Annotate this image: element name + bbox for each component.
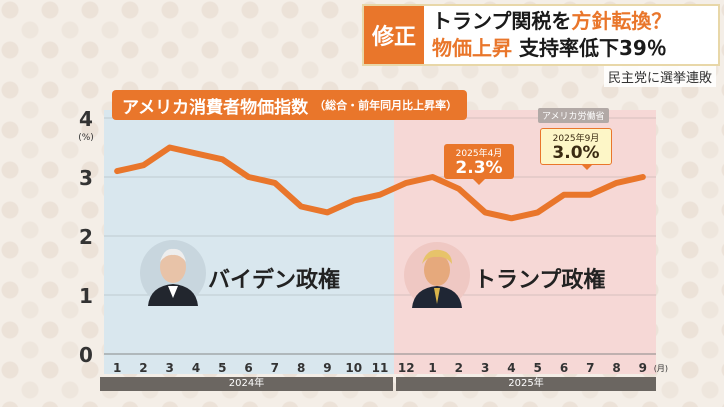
x-tick-label: 10 xyxy=(345,361,362,375)
callout-sep-2025: 2025年9月 3.0% xyxy=(540,128,612,170)
trump-portrait xyxy=(404,242,470,308)
biden-portrait xyxy=(140,240,206,306)
callout-sep-date: 2025年9月 xyxy=(552,134,600,144)
data-point xyxy=(351,198,357,204)
data-point xyxy=(140,162,146,168)
x-tick-label: 5 xyxy=(218,361,226,375)
biden-era-panel xyxy=(104,110,394,374)
callout-apr-value: 2.3% xyxy=(455,158,503,178)
chart-title: アメリカ消費者物価指数 xyxy=(122,97,309,118)
x-tick-label: 3 xyxy=(166,361,174,375)
x-tick-label: 3 xyxy=(481,361,489,375)
caption-line-1b: 方針転換？ xyxy=(571,9,672,33)
data-point xyxy=(640,174,646,180)
x-tick-label: 8 xyxy=(612,361,620,375)
data-point xyxy=(298,204,304,209)
x-tick-label: 5 xyxy=(534,361,542,375)
caption-line-2a: 物価上昇 xyxy=(432,36,512,60)
data-point xyxy=(614,180,620,186)
year-bar-2024: 2024年 xyxy=(100,377,393,391)
x-tick-label: 7 xyxy=(586,361,594,375)
x-tick-label: 1 xyxy=(428,361,436,375)
trump-era-panel xyxy=(394,110,656,374)
data-point xyxy=(219,156,225,162)
biden-era-label: バイデン政権 xyxy=(208,268,341,293)
data-point xyxy=(377,192,383,198)
caption-lines: トランプ関税を方針転換？ 物価上昇 支持率低下39％ xyxy=(424,6,718,64)
y-tick-label: 3 xyxy=(79,166,93,190)
caption-line-2b: 支持率低下39％ xyxy=(518,36,667,60)
x-tick-label: 9 xyxy=(323,361,331,375)
y-tick-label: 0 xyxy=(79,343,93,367)
chart-subtitle: （総合・前年同月比上昇率） xyxy=(314,99,458,112)
y-axis-unit: (%) xyxy=(78,133,94,143)
x-tick-label: 4 xyxy=(507,361,515,375)
x-tick-label: 11 xyxy=(372,361,389,375)
x-tick-label: 2 xyxy=(455,361,463,375)
x-axis-unit: (月) xyxy=(654,364,668,373)
data-point xyxy=(272,180,278,186)
data-point xyxy=(403,180,409,186)
data-point xyxy=(193,150,199,156)
x-tick-label: 6 xyxy=(244,361,252,375)
callout-apr-date: 2025年4月 xyxy=(455,149,503,159)
news-caption: 修正 トランプ関税を方針転換？ 物価上昇 支持率低下39％ xyxy=(362,4,720,66)
data-point xyxy=(114,168,120,174)
x-tick-label: 2 xyxy=(139,361,147,375)
callout-sep-value: 3.0% xyxy=(552,143,600,163)
data-point xyxy=(482,209,488,215)
caption-line-2: 物価上昇 支持率低下39％ xyxy=(432,35,710,62)
y-tick-label: 2 xyxy=(79,225,93,249)
x-tick-label: 7 xyxy=(271,361,279,375)
data-point xyxy=(324,209,330,215)
data-point xyxy=(246,174,252,180)
data-point xyxy=(456,186,462,192)
data-point xyxy=(535,209,541,215)
y-tick-label: 1 xyxy=(79,284,93,308)
data-point xyxy=(508,215,514,221)
data-point xyxy=(167,145,173,150)
data-point xyxy=(430,174,436,180)
x-tick-label: 1 xyxy=(113,361,121,375)
chart-title-tab: アメリカ消費者物価指数 （総合・前年同月比上昇率） xyxy=(112,90,468,120)
x-tick-label: 12 xyxy=(398,361,415,375)
caption-line-1a: トランプ関税を xyxy=(432,9,572,33)
chart-source: アメリカ労働省 xyxy=(538,108,609,123)
trump-era-label: トランプ政権 xyxy=(474,268,606,293)
caption-tag: 修正 xyxy=(364,6,424,64)
x-tick-label: 9 xyxy=(639,361,647,375)
caption-line-1: トランプ関税を方針転換？ xyxy=(432,8,710,35)
data-point xyxy=(587,192,593,198)
year-bar-2025: 2025年 xyxy=(396,377,656,391)
x-tick-label: 6 xyxy=(560,361,568,375)
x-tick-label: 4 xyxy=(192,361,200,375)
callout-apr-2025: 2025年4月 2.3% xyxy=(444,144,514,185)
y-tick-label: 4 xyxy=(79,107,93,131)
data-point xyxy=(561,192,567,198)
caption-subtitle: 民主党に選挙連敗 xyxy=(603,66,716,87)
x-tick-label: 8 xyxy=(297,361,305,375)
